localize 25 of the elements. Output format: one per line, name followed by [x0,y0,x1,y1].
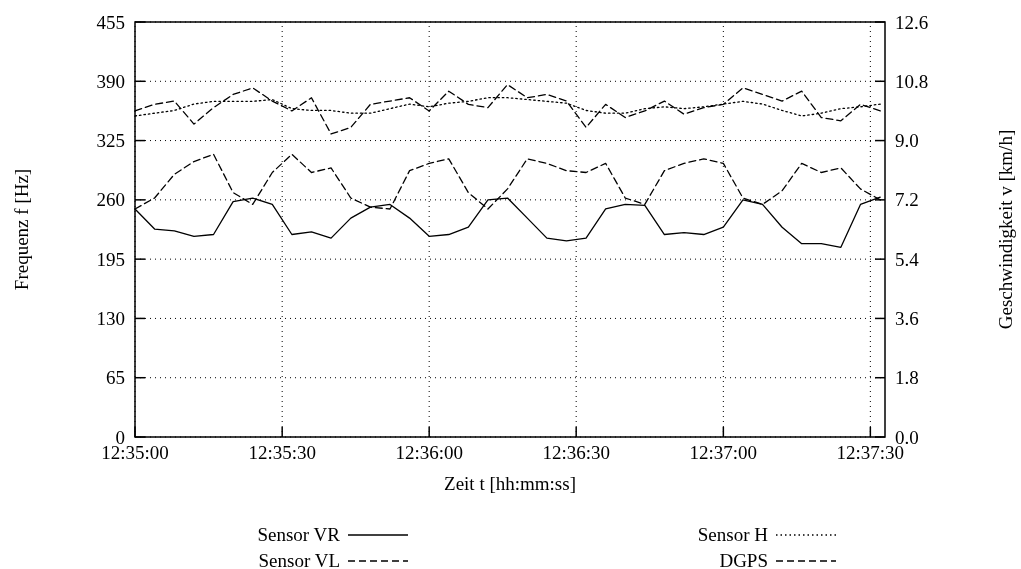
x-tick-label: 12:37:00 [689,442,758,463]
y-tick-label: 195 [96,248,125,270]
x-axis-title: Zeit t [hh:mm:ss] [444,473,576,494]
y2-tick-label: 10.8 [895,70,929,92]
x-tick-label: 12:36:30 [542,442,610,463]
y2-axis-title: Geschwindigkeit v [km/h] [995,129,1016,330]
y-tick-label: 65 [106,367,125,389]
x-tick-label: 12:35:30 [248,442,316,463]
y2-tick-label: 5.4 [895,248,920,270]
y-tick-label: 130 [96,307,125,329]
x-tick-label: 12:36:00 [395,442,463,463]
y2-tick-label: 7.2 [895,189,919,211]
legend-label: Sensor H [697,524,769,545]
y-tick-label: 260 [96,189,125,211]
legend-label: Sensor VL [258,550,340,569]
y-tick-label: 390 [96,70,125,92]
legend-label: DGPS [719,550,768,569]
y-axis-title: Frequenz f [Hz] [11,168,32,291]
y2-tick-label: 3.6 [895,307,919,329]
y2-tick-label: 9.0 [895,130,919,152]
legend-label: Sensor VR [257,524,341,545]
y-tick-label: 325 [96,130,125,152]
y2-tick-label: 12.6 [895,11,929,33]
y-tick-label: 455 [96,11,125,33]
y2-tick-label: 1.8 [895,367,919,389]
